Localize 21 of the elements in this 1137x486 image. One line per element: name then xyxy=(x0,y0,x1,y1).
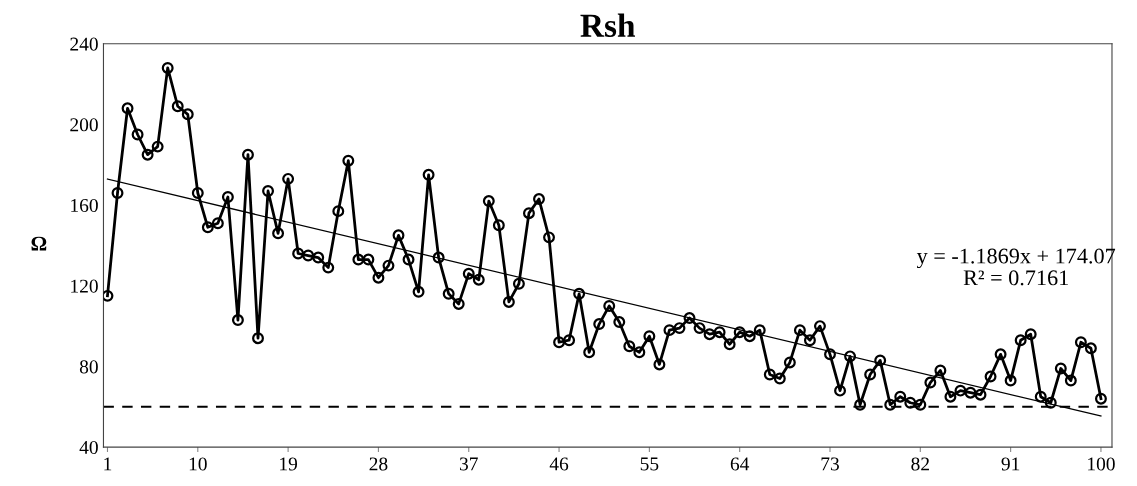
x-tick-label: 64 xyxy=(730,457,750,471)
x-tick-label: 28 xyxy=(369,457,388,471)
y-tick-label: 160 xyxy=(71,198,98,213)
x-tick-label: 91 xyxy=(1001,457,1020,471)
x-tick-label: 46 xyxy=(549,457,569,471)
x-tick-label: 55 xyxy=(640,457,659,471)
y-tick-label: 40 xyxy=(79,440,98,455)
y-tick-label: 80 xyxy=(79,360,98,374)
x-tick-label: 100 xyxy=(1088,457,1115,471)
x-tick-label: 19 xyxy=(280,457,298,471)
y-tick-label: 120 xyxy=(71,279,98,293)
x-tick-label: 82 xyxy=(911,457,929,471)
annotation: y = -1.1869x + 174.07 R² = 0.7161 xyxy=(916,248,1116,286)
x-tick-label: 37 xyxy=(459,457,478,471)
x-tick-label: 10 xyxy=(189,457,207,471)
chart-title: Rsh xyxy=(580,13,636,37)
x-tick-label: 1 xyxy=(104,457,112,471)
y-axis-title: Ω xyxy=(31,236,47,251)
y-tick-label: 240 xyxy=(70,37,98,51)
x-tick-label: 73 xyxy=(821,457,839,471)
y-tick-label: 200 xyxy=(70,118,98,132)
